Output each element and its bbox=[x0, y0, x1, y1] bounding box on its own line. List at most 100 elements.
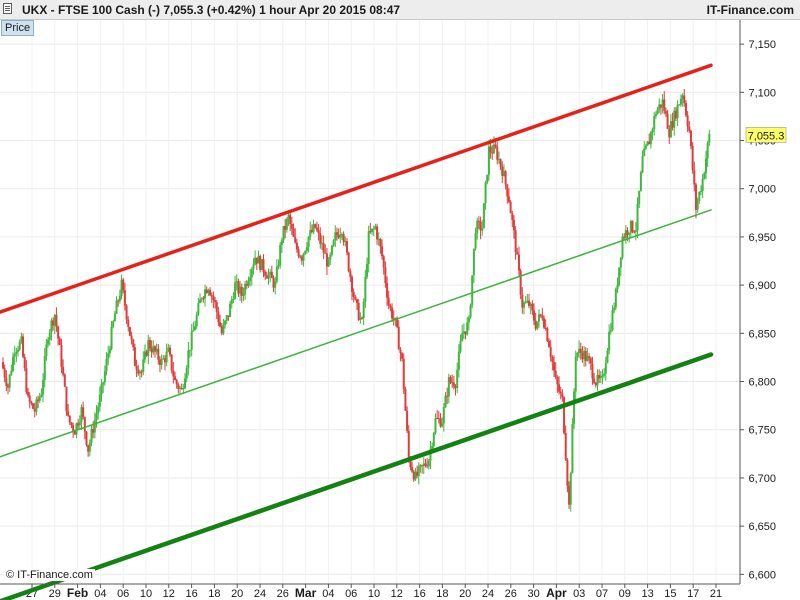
candle-body bbox=[362, 301, 365, 319]
candle-body bbox=[202, 298, 205, 300]
instrument-list-icon[interactable] bbox=[3, 3, 12, 14]
candle-body bbox=[324, 252, 327, 254]
candle-body bbox=[679, 98, 682, 105]
trend-channel-line-3 bbox=[0, 352, 714, 600]
candle-body bbox=[367, 231, 370, 265]
candle-body bbox=[396, 317, 399, 327]
candle-body bbox=[314, 224, 317, 228]
candle-body bbox=[97, 406, 100, 414]
candle-body bbox=[325, 253, 328, 267]
candle-body bbox=[7, 386, 10, 388]
candle-body bbox=[427, 460, 430, 467]
candle-body bbox=[529, 303, 532, 306]
instrument-title: UKX - FTSE 100 Cash (-) 7,055.3 (+0.42%)… bbox=[22, 3, 401, 17]
candle-body bbox=[304, 250, 307, 254]
x-tick-label: 17 bbox=[687, 588, 699, 600]
candle-body bbox=[601, 375, 604, 377]
candle-body bbox=[699, 190, 702, 192]
candle-body bbox=[130, 335, 133, 340]
candle-body bbox=[252, 264, 255, 270]
candle-body bbox=[269, 271, 272, 275]
candle-body bbox=[209, 289, 212, 296]
candle-body bbox=[300, 257, 303, 261]
y-tick-label: 6,700 bbox=[748, 473, 776, 485]
candle-body bbox=[381, 246, 384, 257]
x-tick-label: 12 bbox=[391, 588, 403, 600]
candle-body bbox=[145, 351, 148, 356]
candle-body bbox=[439, 418, 442, 427]
y-tick-label: 6,950 bbox=[748, 232, 776, 244]
candle-body bbox=[638, 190, 641, 204]
candle-body bbox=[185, 367, 188, 379]
candle-body bbox=[290, 224, 293, 229]
candle-body bbox=[168, 347, 171, 355]
candle-body bbox=[25, 368, 28, 393]
candle-body bbox=[663, 99, 666, 112]
candle-body bbox=[649, 132, 652, 145]
candle-body bbox=[105, 358, 108, 372]
candle-body bbox=[133, 347, 136, 366]
x-tick-label: 20 bbox=[231, 588, 243, 600]
candle-body bbox=[148, 339, 151, 349]
candle-body bbox=[389, 305, 392, 308]
candle-body bbox=[32, 403, 35, 409]
candle-body bbox=[230, 299, 233, 304]
candle-body bbox=[215, 302, 218, 313]
candle-body bbox=[644, 145, 647, 149]
y-tick-label: 6,850 bbox=[748, 328, 776, 340]
candle-body bbox=[671, 121, 674, 128]
candle-body bbox=[147, 339, 150, 356]
candle-body bbox=[275, 266, 278, 282]
candle-body bbox=[68, 415, 71, 423]
candle-body bbox=[337, 234, 340, 238]
candle-body bbox=[686, 115, 689, 127]
candle-body bbox=[628, 232, 631, 235]
candle-body bbox=[93, 420, 96, 433]
candle-body bbox=[150, 348, 153, 353]
candle-body bbox=[222, 324, 225, 334]
candle-body bbox=[340, 233, 343, 235]
candle-body bbox=[75, 423, 78, 435]
candle-body bbox=[519, 270, 522, 295]
y-axis-area bbox=[740, 20, 800, 584]
candle-body bbox=[78, 421, 81, 426]
price-panel-tab[interactable]: Price bbox=[1, 20, 35, 36]
y-tick-label: 6,750 bbox=[748, 425, 776, 437]
candle-body bbox=[155, 348, 158, 352]
candle-body bbox=[598, 374, 601, 379]
x-tick-label: 15 bbox=[664, 588, 676, 600]
candle-body bbox=[135, 365, 138, 370]
candle-body bbox=[305, 247, 308, 251]
candle-body bbox=[454, 386, 457, 389]
candle-body bbox=[576, 352, 579, 357]
x-tick-label: 18 bbox=[208, 588, 220, 600]
candle-body bbox=[419, 465, 422, 467]
candle-body bbox=[350, 276, 353, 292]
candle-body bbox=[2, 362, 4, 369]
x-tick-label: 21 bbox=[710, 588, 722, 600]
candle-body bbox=[416, 471, 419, 476]
candle-body bbox=[654, 114, 657, 117]
candle-body bbox=[35, 399, 38, 412]
candle-body bbox=[225, 315, 228, 321]
candle-body bbox=[517, 254, 520, 271]
candle-body bbox=[140, 371, 143, 373]
candle-body bbox=[42, 379, 45, 395]
candle-body bbox=[591, 363, 594, 379]
x-tick-label: 10 bbox=[140, 588, 152, 600]
candle-body bbox=[98, 394, 101, 407]
candle-body bbox=[608, 331, 611, 351]
candle-body bbox=[491, 152, 494, 154]
candle-body bbox=[579, 348, 582, 353]
candle-body bbox=[43, 355, 46, 380]
candle-body bbox=[533, 310, 535, 321]
candle-body bbox=[72, 425, 75, 431]
y-tick-label: 6,800 bbox=[748, 377, 776, 389]
candle-body bbox=[549, 347, 552, 357]
y-tick-label: 7,100 bbox=[748, 87, 776, 99]
candle-body bbox=[77, 423, 80, 426]
candle-body bbox=[38, 396, 41, 401]
candle-body bbox=[406, 410, 409, 431]
candle-body bbox=[227, 315, 230, 317]
